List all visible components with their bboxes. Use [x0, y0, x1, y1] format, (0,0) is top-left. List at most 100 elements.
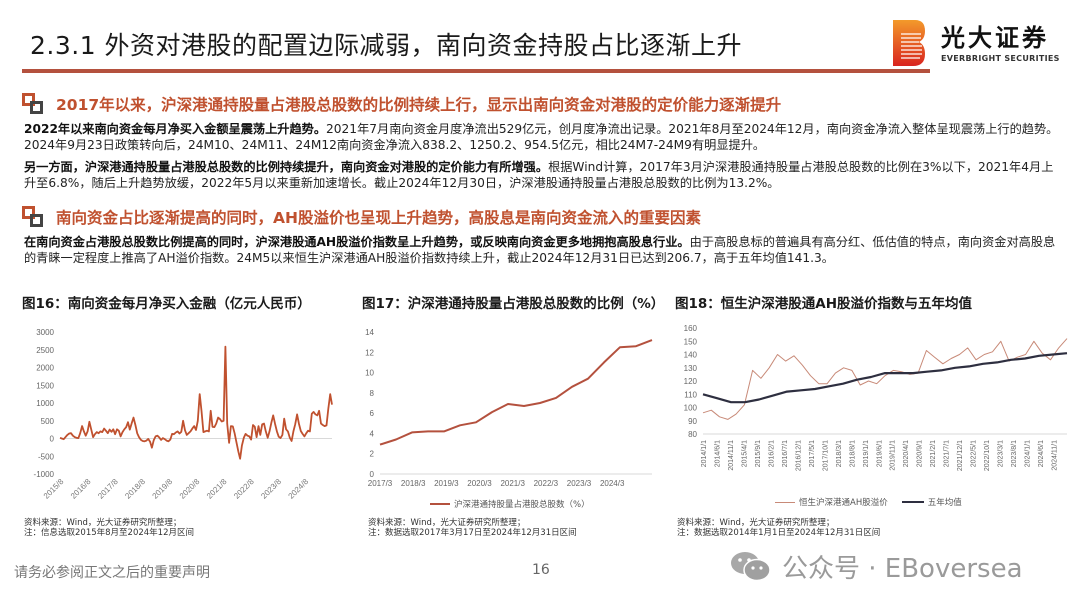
svg-text:2018/3: 2018/3: [401, 479, 426, 488]
svg-text:2022/8: 2022/8: [232, 477, 256, 501]
svg-text:2024/8: 2024/8: [287, 477, 311, 501]
wechat-icon: [730, 550, 772, 584]
svg-text:100: 100: [684, 404, 698, 413]
chart-fig16-southbound-net-buy: 图16：南向资金每月净买入金融（亿元人民币） 3000 2500 2000 1500 1…: [22, 292, 342, 542]
chart-title: 图18：恒生沪深港股通AH股溢价指数与五年均值: [675, 296, 973, 312]
section-title: 南向资金占比逐渐提高的同时，AH股溢价也呈现上升趋势，高股息是南向资金流入的重要…: [56, 209, 701, 227]
svg-text:2020/4/1: 2020/4/1: [903, 440, 910, 467]
svg-text:2024/6/1: 2024/6/1: [1038, 440, 1045, 467]
svg-text:80: 80: [688, 430, 697, 439]
title-underline: [22, 69, 930, 73]
svg-text:2500: 2500: [36, 346, 54, 355]
paragraph: 在南向资金占港股总股数比例提高的同时，沪深港股通AH股溢价指数呈上升趋势，或反映…: [22, 234, 1062, 266]
svg-text:160: 160: [684, 324, 698, 333]
chart-legend: 恒生沪深港通AH股溢价 五年均值: [775, 496, 962, 508]
page-number: 16: [532, 562, 550, 578]
svg-text:0: 0: [370, 470, 375, 479]
svg-text:4: 4: [370, 429, 375, 438]
svg-text:10: 10: [365, 369, 374, 378]
svg-text:2000: 2000: [36, 364, 54, 373]
page-header: 2.3.1 外资对港股的配置边际减弱，南向资金持股占比逐渐上升: [0, 0, 1080, 80]
svg-text:12: 12: [365, 348, 374, 357]
line-chart: 0 2 4 6 8 10 12 14 2017/3 2018/3 2019/3 2020/3 2021/…: [365, 328, 653, 488]
svg-text:2021/12/1: 2021/12/1: [957, 440, 964, 471]
svg-text:2016/7/1: 2016/7/1: [782, 440, 789, 467]
chart-title: 图16：南向资金每月净买入金融（亿元人民币）: [22, 296, 311, 312]
svg-text:90: 90: [688, 417, 697, 426]
paragraph-body: 2021年7月南向资金月度净流出529亿元，创月度净流出记录。2021年8月至2…: [24, 122, 1059, 152]
svg-text:2021/7/1: 2021/7/1: [944, 440, 951, 467]
svg-text:6: 6: [370, 409, 375, 418]
svg-text:2023/8/1: 2023/8/1: [1011, 440, 1018, 467]
svg-text:2015/9/1: 2015/9/1: [755, 440, 762, 467]
svg-text:2019/6/1: 2019/6/1: [876, 440, 883, 467]
page-title: 2.3.1 外资对港股的配置边际减弱，南向资金持股占比逐渐上升: [30, 31, 743, 60]
legend-swatch: [775, 501, 795, 503]
chart-fig17-holding-ratio: 图17：沪深港通持股量占港股总股数的比例（%） 0 2 4 6 8 10 12 14 2017/…: [362, 292, 665, 542]
svg-text:2016/2/1: 2016/2/1: [768, 440, 775, 467]
everbright-b-icon: [893, 20, 925, 66]
svg-text:2014/11/1: 2014/11/1: [728, 440, 735, 471]
watermark-text: 公众号 · EBoversea: [782, 554, 1023, 584]
chart-fig18-ah-premium: 图18：恒生沪深港股通AH股溢价指数与五年均值 80 90 100 110 120 130…: [675, 292, 1075, 542]
section-title: 2017年以来，沪深港通持股量占港股总股数的比例持续上行，显示出南向资金对港股的…: [56, 96, 782, 114]
svg-text:2019/1/1: 2019/1/1: [863, 440, 870, 467]
svg-text:8: 8: [370, 389, 375, 398]
svg-text:14: 14: [365, 328, 374, 337]
svg-text:2023/3: 2023/3: [567, 479, 592, 488]
paragraph-body: 根据Wind计算，2017年3月沪深港股通持股量占港股总股数的比例在3%以下，2…: [24, 160, 1054, 190]
svg-text:2015/8: 2015/8: [42, 477, 66, 501]
svg-text:2018/8: 2018/8: [123, 477, 147, 501]
chart-source: 资料来源：Wind，光大证券研究所整理； 注：数据选取2017年3月17日至20…: [368, 518, 577, 538]
svg-text:-500: -500: [38, 452, 55, 461]
disclaimer-text: 请务必参阅正文之后的重要声明: [14, 565, 210, 581]
svg-text:2020/8: 2020/8: [178, 477, 202, 501]
svg-text:500: 500: [41, 417, 55, 426]
svg-text:2018/3/1: 2018/3/1: [836, 440, 843, 467]
svg-text:2017/3: 2017/3: [368, 479, 393, 488]
svg-text:2022/5/1: 2022/5/1: [971, 440, 978, 467]
svg-text:150: 150: [684, 337, 698, 346]
svg-text:2014/1/1: 2014/1/1: [701, 440, 708, 467]
logo-chinese-name: 光大证券: [941, 23, 1049, 52]
chart-source: 资料来源：Wind，光大证券研究所整理； 注：信息选取2015年8月至2024年…: [24, 518, 194, 538]
svg-text:2018/8/1: 2018/8/1: [849, 440, 856, 467]
svg-text:2017/10/1: 2017/10/1: [822, 440, 829, 471]
paragraph: 另一方面，沪深港通持股量占港股总股数的比例持续提升，南向资金对港股的定价能力有所…: [22, 159, 1062, 191]
chart-title: 图17：沪深港通持股量占港股总股数的比例（%）: [362, 296, 665, 312]
logo-english-name: EVERBRIGHT SECURITIES: [941, 53, 1060, 63]
svg-text:2020/9/1: 2020/9/1: [917, 440, 924, 467]
paragraph-lead: 另一方面，沪深港通持股量占港股总股数的比例持续提升，南向资金对港股的定价能力有所…: [24, 160, 549, 174]
svg-text:140: 140: [684, 351, 698, 360]
svg-text:2016/12/1: 2016/12/1: [795, 440, 802, 471]
svg-text:2022/3: 2022/3: [534, 479, 559, 488]
svg-text:2016/8: 2016/8: [69, 477, 93, 501]
svg-text:2020/3: 2020/3: [467, 479, 492, 488]
svg-text:2019/3: 2019/3: [434, 479, 459, 488]
svg-text:2019/8: 2019/8: [151, 477, 175, 501]
svg-text:2024/11/1: 2024/11/1: [1052, 440, 1059, 471]
svg-text:2021/8: 2021/8: [205, 477, 229, 501]
section-ah-premium: 南向资金占比逐渐提高的同时，AH股溢价也呈现上升趋势，高股息是南向资金流入的重要…: [22, 205, 1062, 266]
svg-text:1000: 1000: [36, 399, 54, 408]
svg-text:2017/8: 2017/8: [96, 477, 120, 501]
svg-text:2021/3: 2021/3: [500, 479, 525, 488]
bullet-squares-icon: [22, 206, 46, 228]
line-chart: 80 90 100 110 120 130 140 150 160 2014/1/1 2014/6/…: [684, 324, 1068, 471]
everbright-logo: 光大证券 EVERBRIGHT SECURITIES: [893, 18, 1073, 68]
svg-text:2022/10/1: 2022/10/1: [984, 440, 991, 471]
paragraph-body: 由于高股息标的普遍具有高分红、低估值的特点，南向资金对高股息的青睐一定程度上推高…: [24, 235, 1056, 265]
chart-legend: 沪深港通持股量占港股总股数（%）: [430, 498, 590, 510]
paragraph: 2022年以来南向资金每月净买入金额呈震荡上升趋势。2021年7月南向资金月度净…: [22, 121, 1062, 153]
svg-text:2023/8: 2023/8: [259, 477, 283, 501]
section-southbound-holdings: 2017年以来，沪深港通持股量占港股总股数的比例持续上行，显示出南向资金对港股的…: [22, 92, 1062, 191]
svg-text:-1000: -1000: [34, 470, 55, 479]
svg-text:130: 130: [684, 364, 698, 373]
svg-text:2019/11/1: 2019/11/1: [890, 440, 897, 471]
svg-text:2017/5/1: 2017/5/1: [809, 440, 816, 467]
legend-swatch: [901, 501, 924, 503]
legend-swatch: [430, 503, 450, 505]
bullet-squares-icon: [22, 93, 46, 115]
paragraph-lead: 2022年以来南向资金每月净买入金额呈震荡上升趋势。: [24, 122, 327, 136]
paragraph-lead: 在南向资金占港股总股数比例提高的同时，沪深港股通AH股溢价指数呈上升趋势，或反映…: [24, 235, 690, 249]
